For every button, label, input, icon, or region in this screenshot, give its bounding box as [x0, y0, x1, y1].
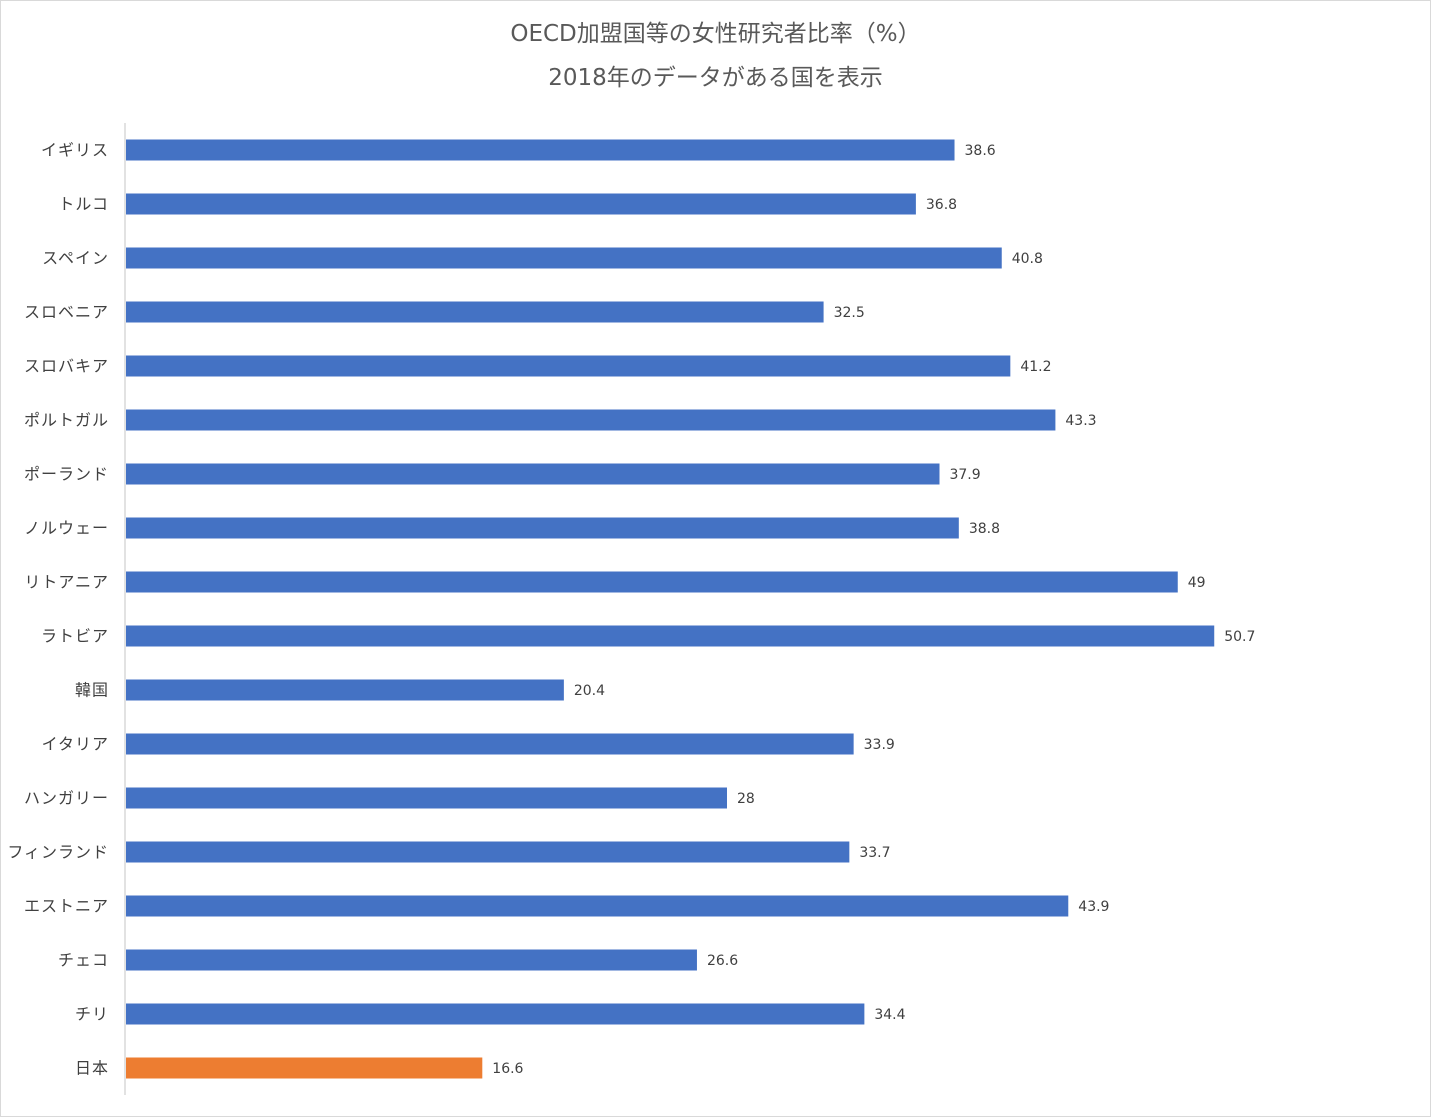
category-label-10: ラトビア [41, 627, 109, 646]
bar-12 [126, 733, 854, 755]
category-label-8: ノルウェー [24, 519, 109, 538]
category-label-6: ポルトガル [24, 411, 109, 430]
category-label-7: ポーランド [24, 465, 109, 484]
value-label-5: 41.2 [1020, 359, 1051, 375]
category-label-13: ハンガリー [24, 789, 109, 808]
bar-15 [126, 895, 1069, 917]
chart-subtitle: 2018年のデータがある国を表示 [548, 65, 883, 91]
value-label-6: 43.3 [1065, 413, 1096, 429]
value-labels: 38.6 36.8 40.8 32.5 41.2 43.3 37.9 38.8 49 50.7 20… [492, 143, 1255, 1077]
chart-title: OECD加盟国等の女性研究者比率（%） [510, 21, 921, 47]
category-label-2: トルコ [58, 195, 109, 214]
category-label-18: 日本 [75, 1059, 109, 1078]
value-label-17: 34.4 [874, 1007, 905, 1023]
bar-6 [126, 409, 1056, 431]
category-label-16: チェコ [58, 951, 109, 970]
bar-9 [126, 571, 1178, 593]
bar-4 [126, 301, 824, 323]
category-label-14: フィンランド [7, 843, 109, 862]
value-label-12: 33.9 [864, 737, 895, 753]
category-labels: イギリストルコスペインスロベニアスロバキアポルトガルポーランドノルウェーリトアニ… [7, 141, 109, 1078]
bar-13 [126, 787, 727, 809]
category-label-1: イギリス [41, 141, 109, 160]
value-label-8: 38.8 [969, 521, 1000, 537]
bar-11 [126, 679, 564, 701]
value-label-7: 37.9 [949, 467, 980, 483]
category-label-15: エストニア [24, 897, 109, 916]
value-label-18: 16.6 [492, 1061, 523, 1077]
bar-17 [126, 1003, 865, 1025]
value-label-9: 49 [1188, 575, 1206, 591]
bar-18 [126, 1057, 483, 1079]
category-label-5: スロバキア [24, 357, 109, 376]
value-label-11: 20.4 [574, 683, 605, 699]
bar-2 [126, 193, 916, 215]
value-label-1: 38.6 [965, 143, 996, 159]
category-label-3: スペイン [42, 249, 109, 268]
bar-1 [126, 139, 955, 161]
category-label-9: リトアニア [24, 573, 109, 592]
category-label-4: スロベニア [24, 303, 109, 322]
value-label-2: 36.8 [926, 197, 957, 213]
category-label-17: チリ [75, 1005, 109, 1024]
bar-8 [126, 517, 959, 539]
bar-10 [126, 625, 1215, 647]
value-label-14: 33.7 [859, 845, 890, 861]
bar-16 [126, 949, 697, 971]
value-label-10: 50.7 [1224, 629, 1255, 645]
value-label-16: 26.6 [707, 953, 738, 969]
value-label-4: 32.5 [834, 305, 865, 321]
category-label-12: イタリア [42, 735, 109, 754]
bars-group [126, 139, 1215, 1079]
value-label-3: 40.8 [1012, 251, 1043, 267]
value-label-13: 28 [737, 791, 755, 807]
value-label-15: 43.9 [1078, 899, 1109, 915]
category-label-11: 韓国 [75, 681, 109, 700]
bar-5 [126, 355, 1011, 377]
bar-3 [126, 247, 1002, 269]
bar-14 [126, 841, 850, 863]
bar-7 [126, 463, 940, 485]
